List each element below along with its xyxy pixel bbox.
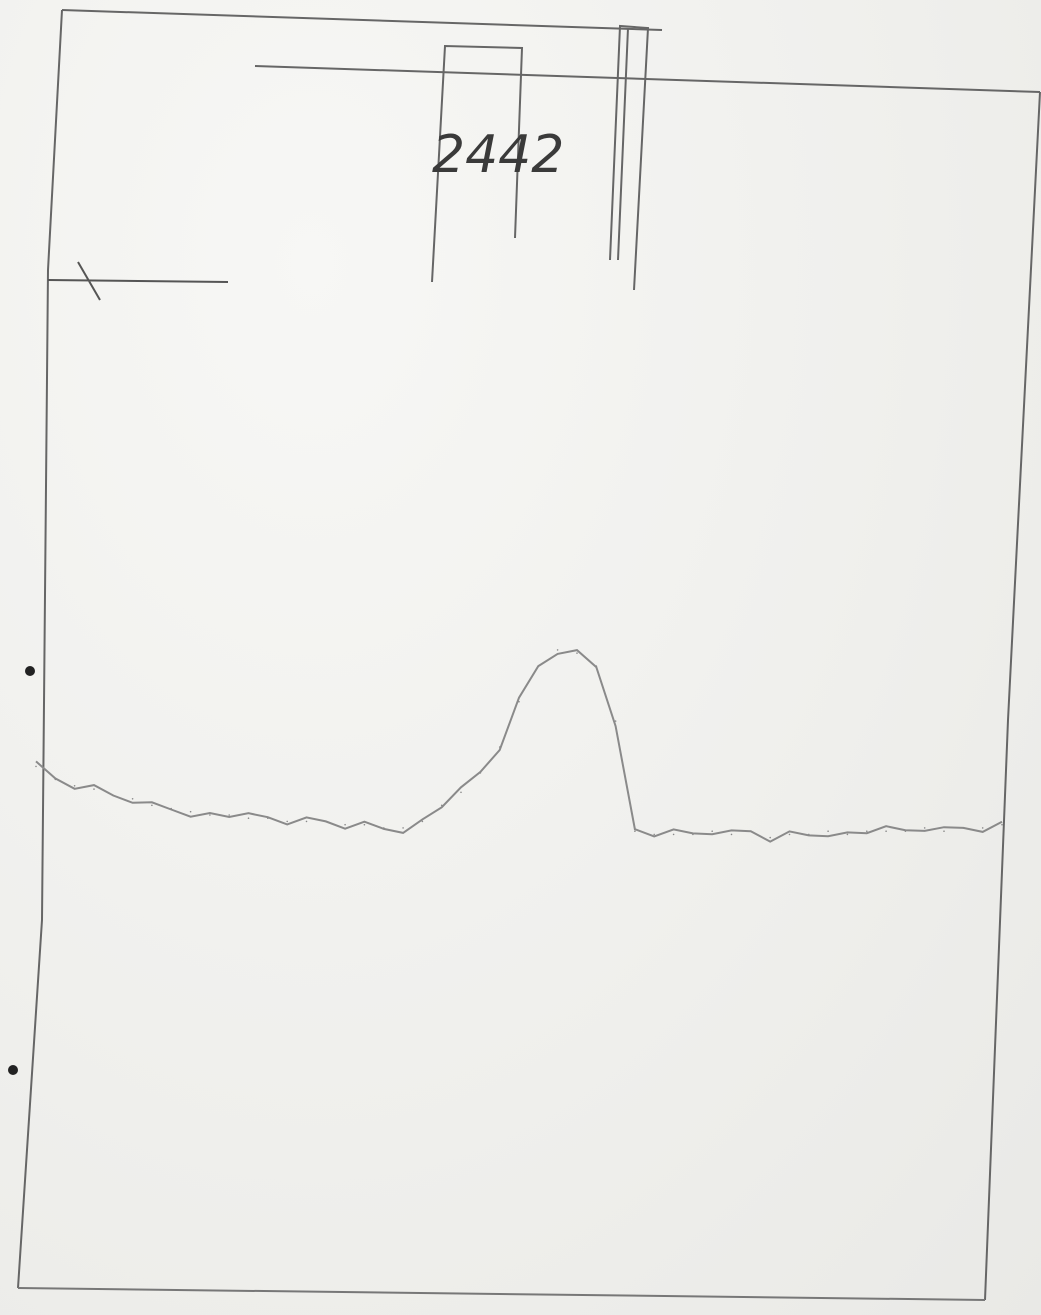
registration-dot-upper (25, 666, 35, 676)
scale-marker (47, 261, 229, 301)
data-point (73, 785, 76, 787)
data-point (808, 833, 810, 836)
plot-frame-right (984, 91, 1041, 1301)
data-point (112, 794, 115, 797)
data-point (170, 807, 172, 810)
window-marker (431, 24, 650, 291)
data-point (498, 746, 501, 748)
data-point (440, 804, 443, 807)
data-point (247, 817, 250, 819)
data-point (634, 830, 636, 832)
data-point (846, 833, 849, 836)
data-point (866, 830, 868, 832)
data-point (962, 827, 965, 829)
data-point (286, 820, 289, 823)
data-point (209, 814, 211, 816)
plot-frame-top (61, 9, 663, 31)
series-line (35, 649, 1003, 843)
data-point (363, 823, 366, 826)
data-point (595, 665, 598, 667)
series-layer (35, 649, 1003, 843)
data-point (189, 810, 192, 813)
data-point (788, 833, 791, 836)
data-point (479, 772, 482, 774)
data-point (576, 652, 578, 654)
data-point (981, 827, 984, 829)
data-point (325, 820, 327, 823)
plot-frame-left (17, 9, 63, 1289)
data-point (93, 788, 95, 790)
data-point (383, 827, 385, 829)
data-point (537, 665, 540, 667)
data-point (1001, 823, 1003, 826)
data-point (54, 778, 57, 781)
data-point (904, 830, 907, 832)
data-point (750, 830, 752, 832)
data-point (344, 823, 346, 826)
data-point (151, 804, 153, 807)
data-point (672, 833, 675, 836)
data-point (421, 820, 424, 823)
registration-dot-lower (8, 1065, 18, 1075)
data-point (35, 765, 37, 768)
data-point (943, 830, 945, 832)
annotation-text: 2442 (432, 125, 564, 185)
data-point (614, 720, 617, 722)
data-point (885, 830, 887, 832)
data-point (653, 833, 655, 836)
data-point (827, 830, 829, 832)
plot-frame-bottom (17, 1287, 986, 1301)
data-point (711, 830, 713, 832)
data-point (556, 649, 559, 651)
data-point (305, 820, 308, 823)
data-point (769, 836, 771, 839)
data-point (131, 798, 134, 800)
data-point (267, 817, 269, 819)
data-point (730, 833, 733, 836)
plot-frame-baseline (254, 65, 1041, 93)
data-point (692, 833, 694, 836)
data-point (923, 827, 926, 829)
data-point (228, 814, 230, 816)
data-point (460, 791, 462, 794)
data-point (402, 827, 404, 829)
data-point (518, 700, 520, 703)
